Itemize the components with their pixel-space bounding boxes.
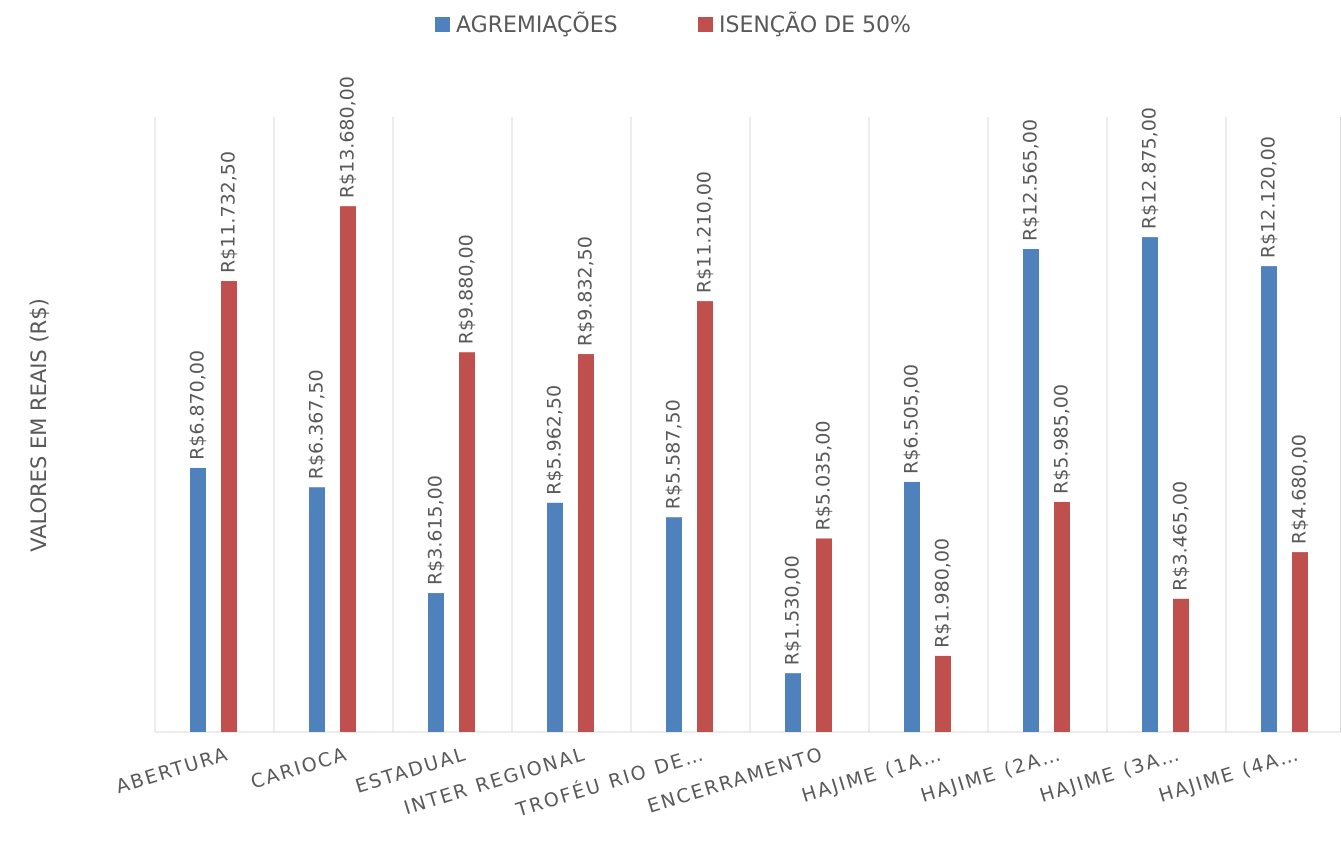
- value-label: R$1.980,00: [932, 538, 954, 648]
- value-label: R$9.832,50: [575, 236, 597, 346]
- legend-label: ISENÇÃO DE 50%: [719, 11, 911, 38]
- bar: [309, 487, 325, 732]
- value-label: R$5.035,00: [813, 421, 835, 531]
- x-tick-label: TROFÉU RIO DE…: [512, 742, 707, 822]
- value-label: R$5.985,00: [1051, 384, 1073, 494]
- bar: [697, 301, 713, 732]
- bar: [1261, 266, 1277, 732]
- bar: [190, 467, 206, 732]
- x-tick-label: ABERTURA: [113, 743, 231, 798]
- value-label: R$1.530,00: [782, 555, 804, 665]
- bar: [904, 481, 920, 732]
- value-label: R$5.962,50: [544, 385, 566, 495]
- value-label: R$5.587,50: [663, 399, 685, 509]
- bar: [578, 354, 594, 732]
- bar: [428, 593, 444, 732]
- value-label: R$6.870,00: [187, 350, 209, 460]
- bar: [785, 673, 801, 732]
- value-label: R$9.880,00: [456, 234, 478, 344]
- y-axis-label: VALORES EM REAIS (R$): [27, 298, 51, 552]
- bar: [816, 538, 832, 732]
- bar: [1173, 598, 1189, 732]
- bar: [666, 517, 682, 732]
- value-label: R$3.465,00: [1170, 481, 1192, 591]
- bar: [547, 502, 563, 732]
- bar: [221, 281, 237, 732]
- x-tick-label: CARIOCA: [248, 743, 350, 793]
- bar: [459, 352, 475, 732]
- value-label: R$6.367,50: [306, 369, 328, 479]
- value-label: R$12.120,00: [1258, 136, 1280, 258]
- value-label: R$11.732,50: [218, 151, 240, 273]
- legend-swatch: [698, 17, 713, 32]
- legend-label: AGREMIAÇÕES: [456, 11, 618, 38]
- legend-swatch: [435, 17, 450, 32]
- value-label: R$12.875,00: [1139, 107, 1161, 229]
- bar: [1023, 249, 1039, 732]
- value-label: R$3.615,00: [425, 475, 447, 585]
- value-label: R$6.505,00: [901, 364, 923, 474]
- bar: [1054, 501, 1070, 732]
- bar: [340, 206, 356, 733]
- value-label: R$13.680,00: [337, 76, 359, 198]
- value-label: R$12.565,00: [1020, 119, 1042, 241]
- bar: [935, 655, 951, 732]
- value-label: R$4.680,00: [1289, 434, 1311, 544]
- bar: [1292, 552, 1308, 732]
- bar: [1142, 237, 1158, 732]
- value-label: R$11.210,00: [694, 171, 716, 293]
